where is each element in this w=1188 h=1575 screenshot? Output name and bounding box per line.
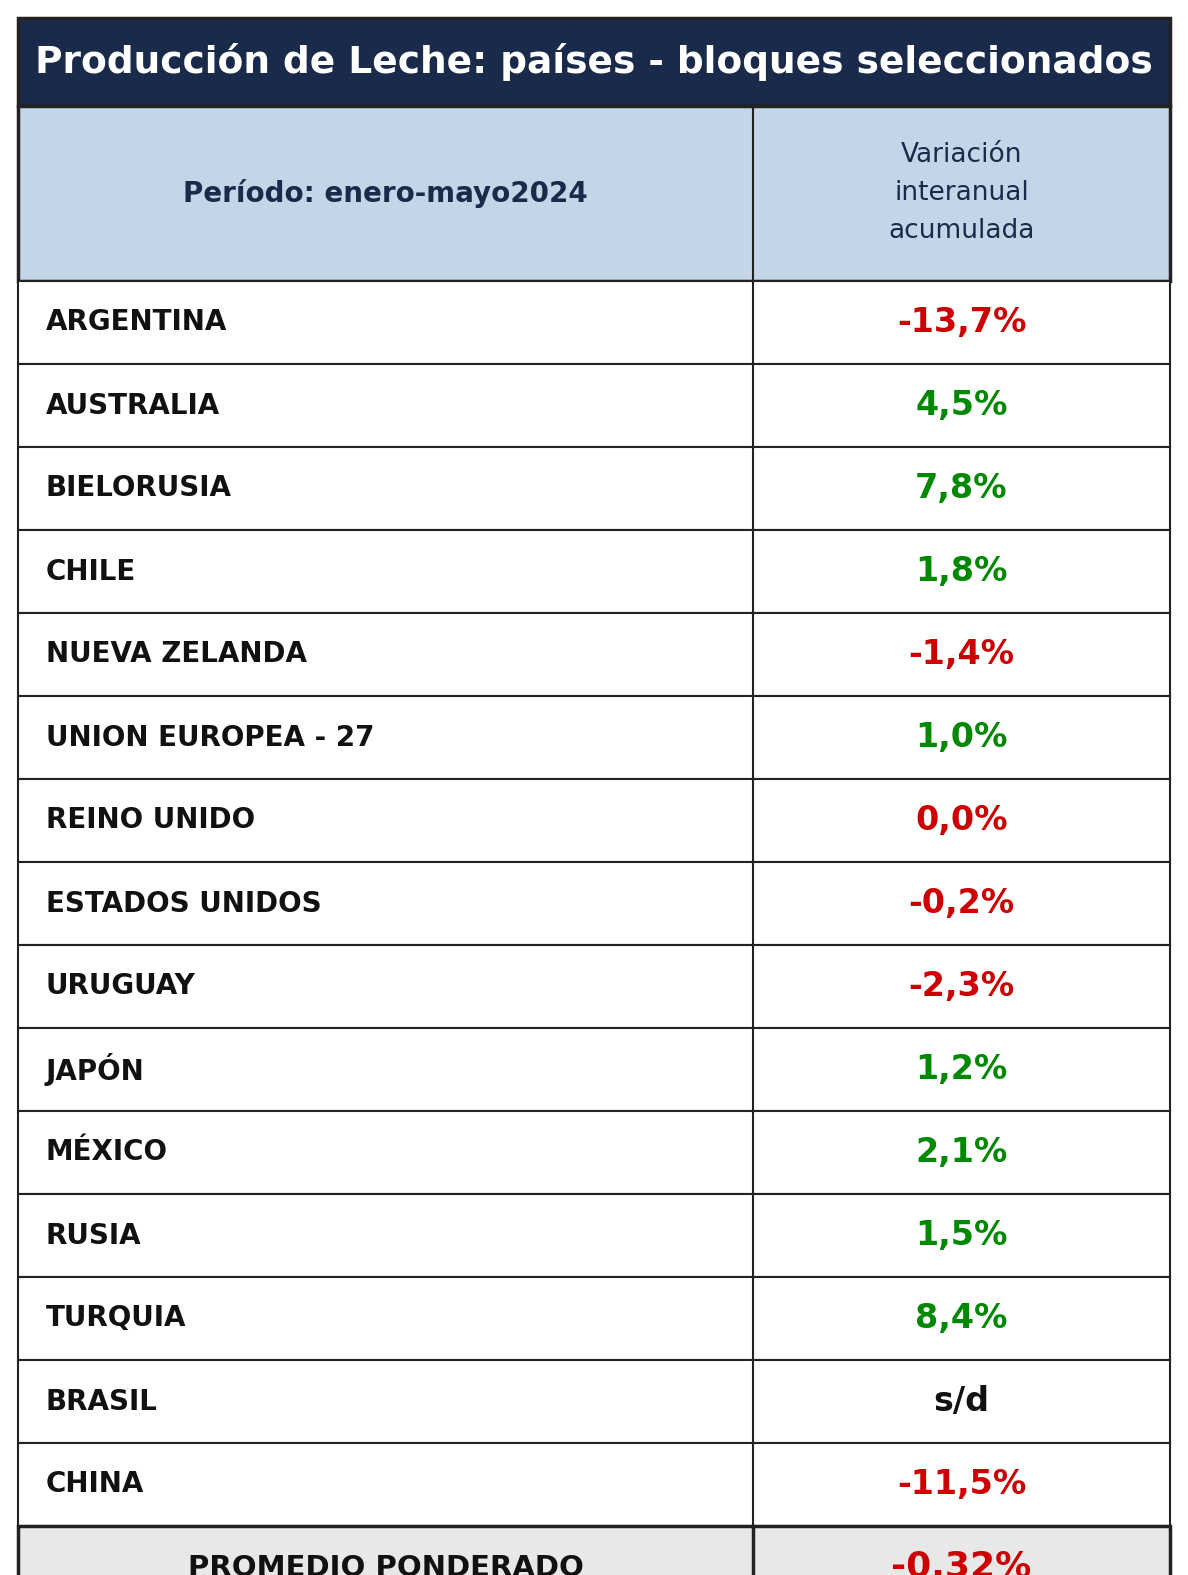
Text: TURQUIA: TURQUIA [46, 1304, 187, 1332]
Bar [18, 1110, 1170, 1194]
Bar [18, 780, 1170, 862]
Text: 2,1%: 2,1% [916, 1136, 1007, 1169]
Bar [18, 1194, 1170, 1277]
Text: AUSTRALIA: AUSTRALIA [46, 392, 220, 419]
Bar [18, 531, 1170, 613]
Text: 4,5%: 4,5% [915, 389, 1007, 422]
Text: CHILE: CHILE [46, 558, 137, 586]
Text: NUEVA ZELANDA: NUEVA ZELANDA [46, 641, 307, 668]
Text: 0,0%: 0,0% [915, 803, 1007, 836]
Text: 7,8%: 7,8% [915, 472, 1007, 506]
Bar [18, 17, 1170, 106]
Text: s/d: s/d [934, 1384, 990, 1418]
Text: ESTADOS UNIDOS: ESTADOS UNIDOS [46, 890, 322, 918]
Text: BIELORUSIA: BIELORUSIA [46, 474, 232, 502]
Text: UNION EUROPEA - 27: UNION EUROPEA - 27 [46, 723, 374, 751]
Text: PROMEDIO PONDERADO: PROMEDIO PONDERADO [188, 1553, 583, 1575]
Text: BRASIL: BRASIL [46, 1388, 158, 1416]
Text: 1,0%: 1,0% [915, 721, 1007, 754]
Bar [18, 613, 1170, 696]
Bar [18, 280, 1170, 364]
Text: -0,32%: -0,32% [891, 1550, 1031, 1575]
Text: RUSIA: RUSIA [46, 1222, 141, 1249]
Text: 1,2%: 1,2% [916, 1054, 1007, 1087]
Text: URUGUAY: URUGUAY [46, 972, 196, 1000]
Text: JAPÓN: JAPÓN [46, 1054, 145, 1087]
Text: -1,4%: -1,4% [909, 638, 1015, 671]
Bar [18, 1359, 1170, 1443]
Bar [18, 447, 1170, 531]
Bar [18, 1277, 1170, 1359]
Bar [18, 1028, 1170, 1110]
Bar [18, 1526, 1170, 1575]
Text: REINO UNIDO: REINO UNIDO [46, 806, 255, 835]
Text: MÉXICO: MÉXICO [46, 1139, 168, 1167]
Text: -0,2%: -0,2% [909, 887, 1015, 920]
Text: Variación
interanual
acumulada: Variación interanual acumulada [889, 142, 1035, 244]
Text: 8,4%: 8,4% [915, 1303, 1007, 1336]
Bar [18, 364, 1170, 447]
Text: Período: enero-mayo2024: Período: enero-mayo2024 [183, 180, 588, 208]
Text: Producción de Leche: países - bloques seleccionados: Producción de Leche: países - bloques se… [36, 43, 1152, 80]
Bar [18, 1443, 1170, 1526]
Bar [18, 945, 1170, 1028]
Bar [18, 862, 1170, 945]
Bar [18, 696, 1170, 780]
Text: 1,5%: 1,5% [915, 1219, 1007, 1252]
Bar [18, 106, 1170, 280]
Text: 1,8%: 1,8% [915, 554, 1007, 587]
Text: -11,5%: -11,5% [897, 1468, 1026, 1501]
Text: -13,7%: -13,7% [897, 306, 1026, 339]
Text: CHINA: CHINA [46, 1471, 145, 1498]
Text: ARGENTINA: ARGENTINA [46, 309, 227, 337]
Text: -2,3%: -2,3% [909, 970, 1015, 1003]
